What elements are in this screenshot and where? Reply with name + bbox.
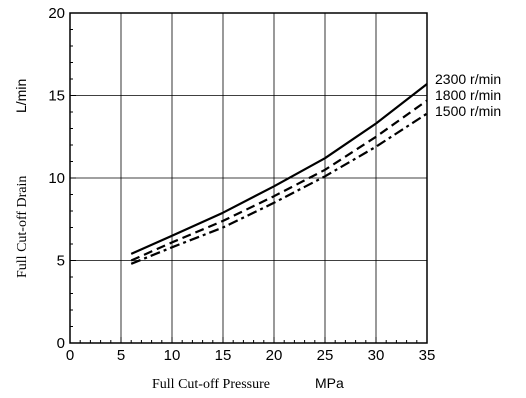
- y-axis-unit: L/min: [13, 79, 29, 113]
- series-line-solid: [130, 83, 428, 255]
- x-tick-label: 35: [419, 347, 436, 364]
- plot-frame: [69, 12, 428, 344]
- x-tick-label: 30: [368, 347, 385, 364]
- y-axis-label: Full Cut-off Drain: [15, 176, 30, 278]
- y-tick-label: 0: [57, 335, 65, 352]
- legend-label: 1800 r/min: [435, 87, 501, 103]
- x-axis-unit: MPa: [315, 375, 344, 391]
- grid-lines: [70, 13, 427, 343]
- legend-label: 2300 r/min: [435, 71, 501, 87]
- y-tick-label: 20: [48, 5, 65, 22]
- x-tick-label: 15: [215, 347, 232, 364]
- series-line-dash-dot: [130, 112, 428, 265]
- x-tick-label: 20: [266, 347, 283, 364]
- y-tick-label: 5: [57, 253, 65, 270]
- series-line-dashed: [130, 99, 428, 262]
- y-tick-label: 10: [48, 170, 65, 187]
- x-tick-labels: 0 5 10 15 20 25 30 35: [66, 347, 436, 364]
- x-tick-label: 10: [164, 347, 181, 364]
- y-tick-label: 15: [48, 88, 65, 105]
- x-tick-label: 25: [317, 347, 334, 364]
- x-tick-label: 0: [66, 347, 74, 364]
- series-lines: [130, 83, 428, 265]
- y-tick-labels: 0 5 10 15 20: [48, 5, 65, 352]
- x-tick-label: 5: [117, 347, 125, 364]
- x-axis-label: Full Cut-off Pressure: [152, 377, 270, 392]
- legend-label: 1500 r/min: [435, 103, 501, 119]
